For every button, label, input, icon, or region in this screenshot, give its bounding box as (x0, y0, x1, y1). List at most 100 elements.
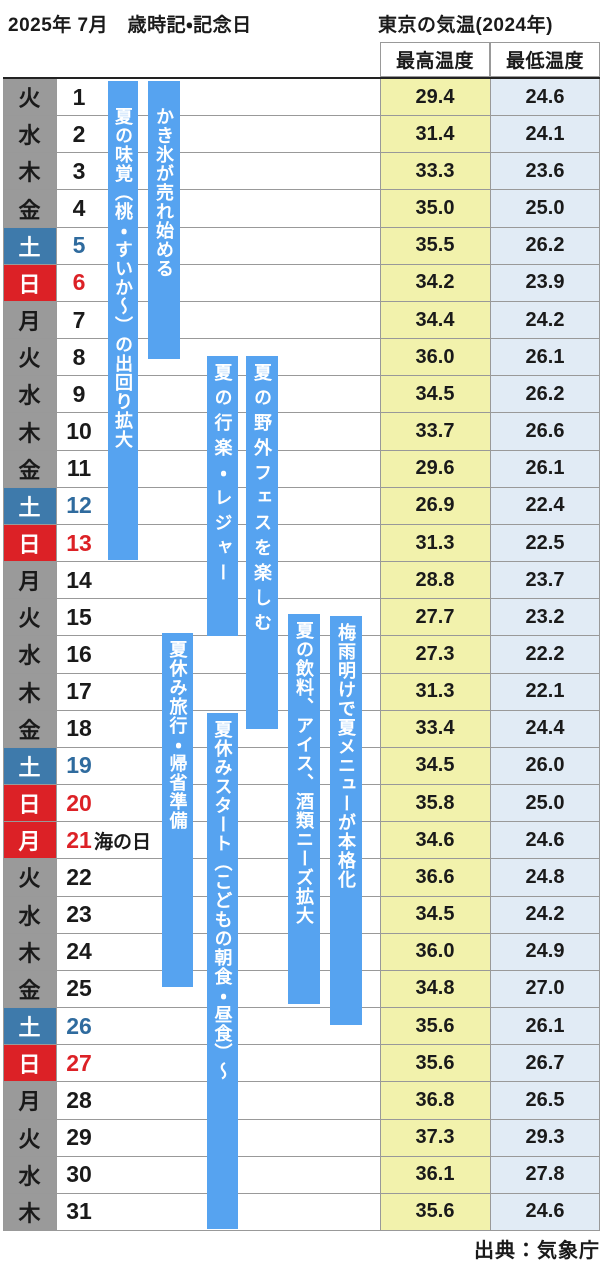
max-temp-cell: 31.3 (380, 673, 490, 710)
date-cell: 29 (56, 1119, 102, 1156)
calendar-row: 水 30 36.1 27.8 (3, 1156, 600, 1194)
calendar-row: 日 13 31.3 22.5 (3, 524, 600, 563)
calendar-row: 火 8 36.0 26.1 (3, 339, 600, 377)
max-temp-cell: 35.6 (380, 1193, 490, 1230)
grid-vline (56, 79, 57, 1231)
date-cell: 22 (56, 859, 102, 896)
min-temp-cell: 23.9 (490, 264, 600, 301)
event-bar-label: 夏の野外フェスを楽しむ (252, 362, 272, 638)
min-temp-cell: 26.7 (490, 1045, 600, 1082)
event-bar: かき氷が売れ始める (148, 81, 180, 360)
day-of-week-cell: 金 (3, 710, 56, 747)
max-temp-cell: 36.0 (380, 339, 490, 376)
max-temp-cell: 33.7 (380, 413, 490, 450)
min-temp-cell: 24.2 (490, 301, 600, 339)
min-temp-cell: 24.8 (490, 859, 600, 896)
max-temp-cell: 28.8 (380, 562, 490, 599)
day-of-week-cell: 火 (3, 859, 56, 896)
day-of-week-cell: 水 (3, 636, 56, 673)
min-temp-cell: 27.8 (490, 1156, 600, 1193)
date-cell: 21 (56, 822, 102, 859)
min-temp-cell: 26.0 (490, 747, 600, 785)
date-cell: 6 (56, 264, 102, 301)
day-of-week-cell: 月 (3, 822, 56, 859)
date-cell: 4 (56, 190, 102, 227)
date-cell: 9 (56, 376, 102, 413)
day-of-week-cell: 土 (3, 747, 56, 785)
event-bar-label: 夏休みスタート（こどもの朝食・昼食）～ (212, 719, 233, 1081)
temperature-title: 東京の気温(2024年) (378, 15, 553, 36)
day-of-week-cell: 水 (3, 896, 56, 933)
max-temp-cell: 35.6 (380, 1008, 490, 1045)
calendar-row: 木 31 35.6 24.6 (3, 1193, 600, 1231)
date-cell: 14 (56, 562, 102, 599)
event-bar: 夏の飲料、アイス、酒類ニーズ拡大 (288, 614, 320, 1005)
min-temp-cell: 24.6 (490, 822, 600, 859)
min-temp-cell: 23.7 (490, 562, 600, 599)
min-temp-cell: 24.4 (490, 710, 600, 747)
max-temp-cell: 34.4 (380, 301, 490, 339)
min-temp-cell: 26.6 (490, 413, 600, 450)
source-note: 出典：気象庁 (474, 1240, 600, 1262)
min-temp-cell: 24.9 (490, 933, 600, 970)
day-of-week-cell: 土 (3, 227, 56, 264)
max-temp-cell: 27.3 (380, 636, 490, 673)
max-temp-cell: 27.7 (380, 599, 490, 636)
calendar-row: 日 27 35.6 26.7 (3, 1045, 600, 1083)
day-of-week-cell: 木 (3, 933, 56, 970)
event-bar-label: かき氷が売れ始める (154, 107, 174, 278)
date-cell: 15 (56, 599, 102, 636)
calendar-row: 火 29 37.3 29.3 (3, 1119, 600, 1157)
max-temp-cell: 36.0 (380, 933, 490, 970)
day-of-week-cell: 木 (3, 673, 56, 710)
event-bar: 夏の行楽・レジャー (207, 355, 238, 637)
date-cell: 2 (56, 116, 102, 153)
date-cell: 18 (56, 710, 102, 747)
day-of-week-cell: 水 (3, 376, 56, 413)
min-temp-cell: 26.2 (490, 376, 600, 413)
date-cell: 30 (56, 1156, 102, 1193)
max-temp-cell: 34.5 (380, 896, 490, 933)
date-cell: 28 (56, 1082, 102, 1119)
calendar-row: 木 10 33.7 26.6 (3, 413, 600, 451)
min-temp-cell: 24.1 (490, 116, 600, 153)
day-of-week-cell: 月 (3, 562, 56, 599)
min-temp-cell: 22.5 (490, 524, 600, 562)
date-cell: 26 (56, 1008, 102, 1045)
max-temp-cell: 26.9 (380, 487, 490, 524)
min-temp-cell: 29.3 (490, 1119, 600, 1156)
max-temp-cell: 29.6 (380, 450, 490, 487)
max-temp-cell: 34.6 (380, 822, 490, 859)
date-cell: 24 (56, 933, 102, 970)
day-of-week-cell: 水 (3, 116, 56, 153)
max-temp-cell: 36.1 (380, 1156, 490, 1193)
max-temp-cell: 33.4 (380, 710, 490, 747)
min-temp-cell: 23.6 (490, 153, 600, 190)
calendar-row: 金 4 35.0 25.0 (3, 190, 600, 228)
max-temp-cell: 34.8 (380, 970, 490, 1008)
day-of-week-cell: 土 (3, 1008, 56, 1045)
max-temp-cell: 31.4 (380, 116, 490, 153)
calendar-row: 月 28 36.8 26.5 (3, 1082, 600, 1120)
event-bar-label: 梅雨明けで夏メニューが本格化 (336, 623, 356, 890)
grid-vline (599, 79, 600, 1231)
date-cell: 16 (56, 636, 102, 673)
grid-vline (490, 79, 491, 1231)
event-bar: 夏の野外フェスを楽しむ (246, 355, 278, 730)
max-temp-cell: 31.3 (380, 524, 490, 562)
min-temp-cell: 23.2 (490, 599, 600, 636)
calendar-row: 火 15 27.7 23.2 (3, 599, 600, 637)
day-of-week-cell: 日 (3, 785, 56, 822)
event-bar: 夏の味覚（桃・すいか～）の出回り拡大 (108, 81, 138, 561)
min-temp-cell: 22.2 (490, 636, 600, 673)
min-temp-header: 最低温度 (490, 42, 600, 77)
day-of-week-cell: 金 (3, 190, 56, 227)
date-cell: 19 (56, 747, 102, 785)
min-temp-cell: 26.2 (490, 227, 600, 264)
calendar-row: 土 12 26.9 22.4 (3, 487, 600, 525)
max-temp-cell: 35.6 (380, 1045, 490, 1082)
day-of-week-cell: 火 (3, 1119, 56, 1156)
day-of-week-cell: 月 (3, 301, 56, 339)
min-temp-cell: 26.1 (490, 339, 600, 376)
day-of-week-cell: 月 (3, 1082, 56, 1119)
